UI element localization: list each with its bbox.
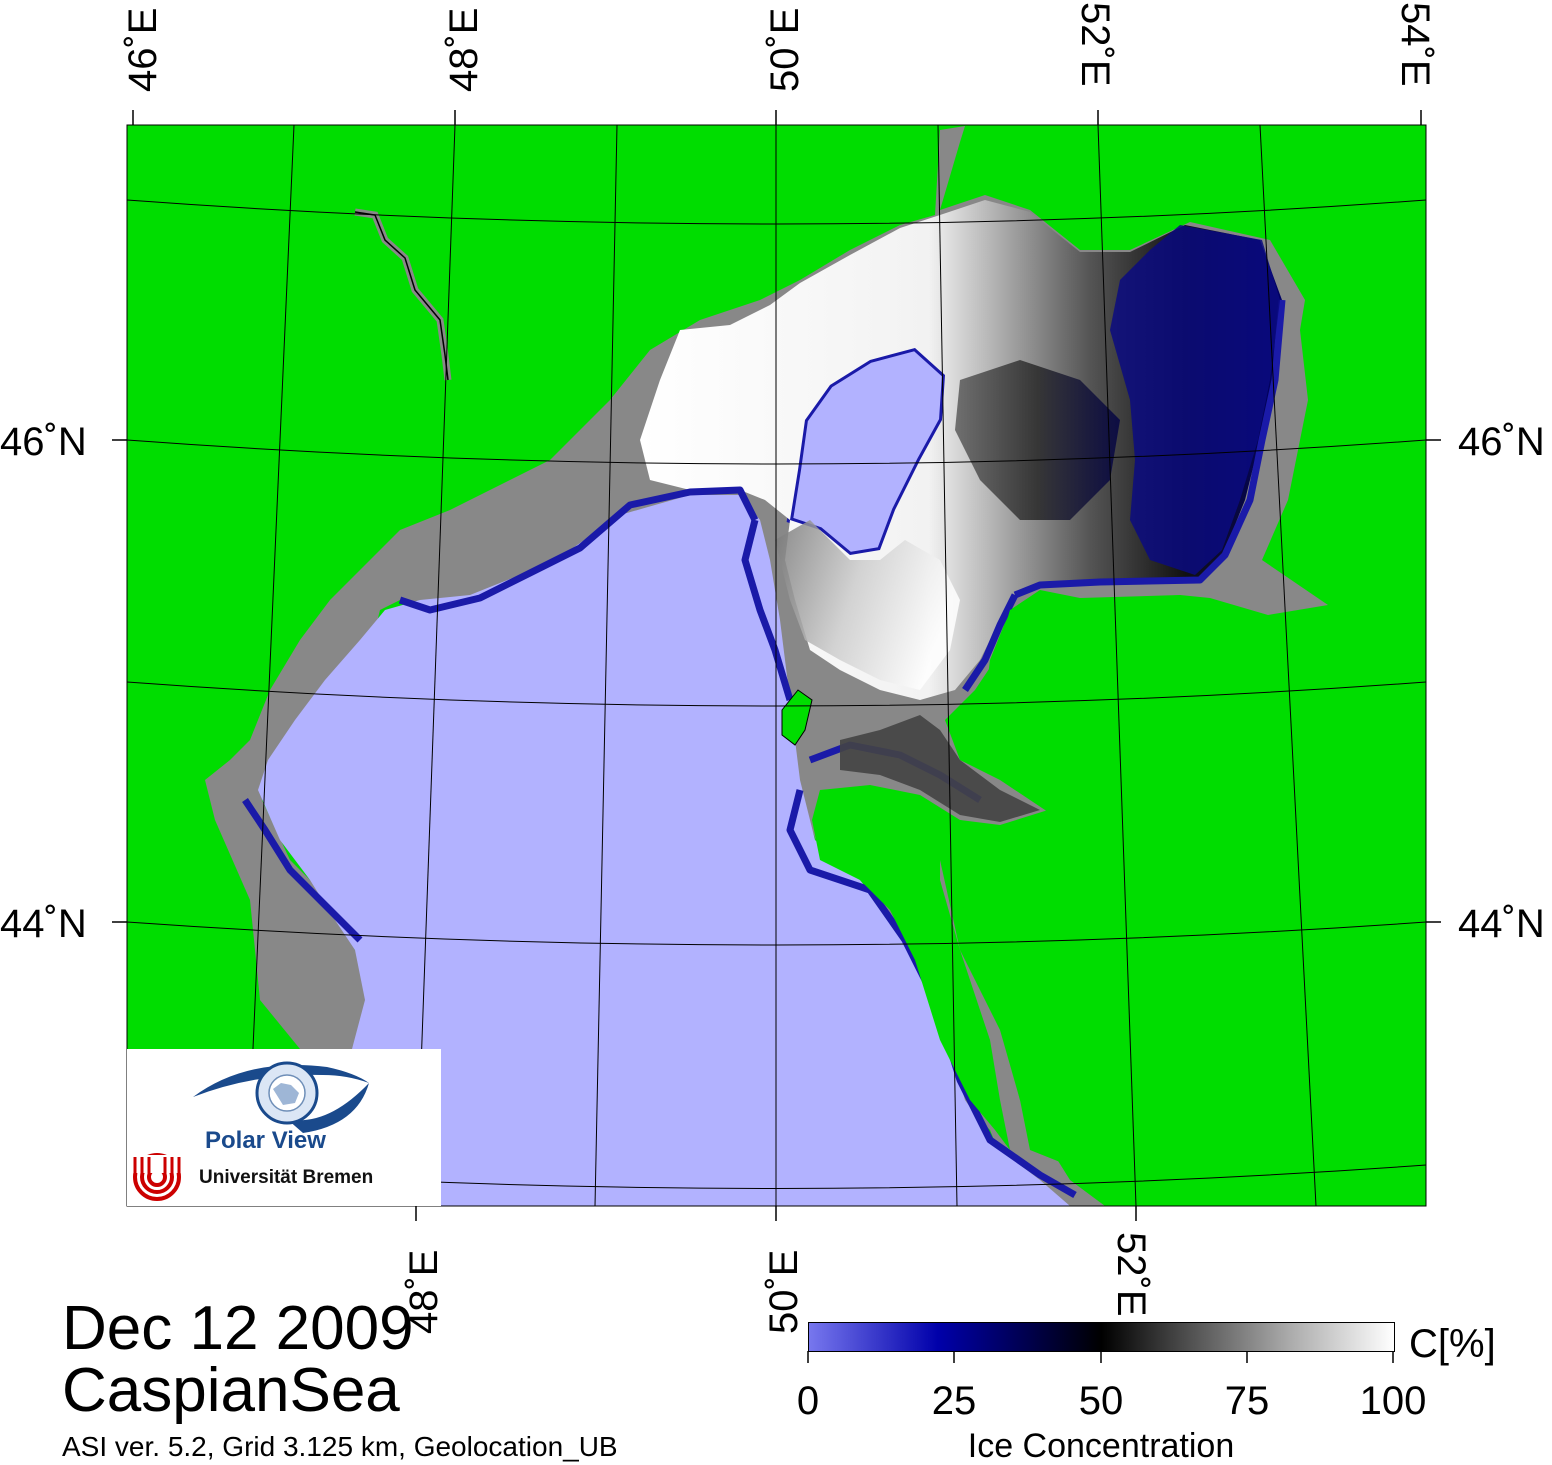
top-lon-label-46: 46˚E [121,8,165,93]
longitude-lines [245,125,1317,1206]
colorbar-tick-0: 0 [796,1379,820,1423]
map-date: Dec 12 2009 [62,1294,414,1363]
colorbar-tick-75: 75 [1224,1379,1270,1423]
colorbar-ticks [807,1351,1394,1363]
top-lon-label-48: 48˚E [442,8,486,93]
bottom-lon-label-52: 52˚E [1109,1232,1153,1317]
open-water [258,495,1070,1206]
ice-center [775,520,960,690]
island [781,689,813,746]
bottom-lon-label-48: 48˚E [402,1250,446,1335]
bottom-lon-label-50: 50˚E [762,1250,806,1335]
map-area [127,125,1426,1206]
colorbar-tick-50: 50 [1078,1379,1124,1423]
colorbar-title: Ice Concentration [967,1427,1235,1465]
top-lon-label-52: 52˚E [1073,2,1117,87]
ice-strait [840,715,1040,822]
peninsula-land [812,785,1010,1150]
right-lat-label-46: 46˚N [1458,420,1545,464]
top-lon-label-50: 50˚E [763,8,807,93]
left-lat-label-44: 44˚N [0,902,87,946]
left-lat-label-46: 46˚N [0,420,87,464]
colorbar-tick-100: 100 [1359,1379,1427,1423]
colorbar [808,1322,1395,1352]
ice-north-east [1110,225,1280,575]
map-info: ASI ver. 5.2, Grid 3.125 km, Geolocation… [62,1431,618,1462]
top-lon-label-54: 54˚E [1393,2,1437,87]
logo-university: Universität Bremen [199,1167,374,1188]
map-region: CaspianSea [62,1356,400,1425]
colorbar-tick-25: 25 [931,1379,977,1423]
polar-view-logo: Polar View Universität Bremen [127,1049,441,1206]
logo-title: Polar View [205,1127,326,1154]
colorbar-unit: C[%] [1409,1322,1496,1366]
tick-marks [112,110,1441,1221]
eye-logo-icon [131,1061,369,1201]
right-lat-label-44: 44˚N [1458,902,1545,946]
ice-east [955,360,1120,520]
southeast-land [945,595,1426,1206]
